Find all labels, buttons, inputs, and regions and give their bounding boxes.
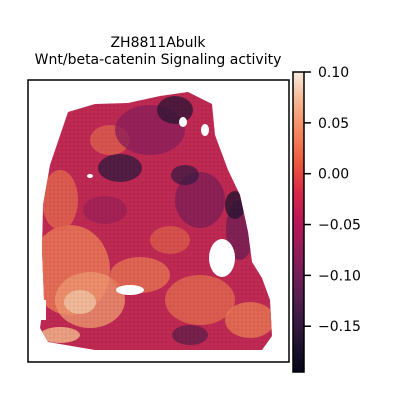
colorbar-tick-label: 0.10 [318, 65, 349, 81]
tissue-notch [36, 300, 46, 320]
colorbar: 0.10 0.05 0.00 −0.05 −0.10 −0.15 [292, 65, 361, 373]
colorbar-tick-label: 0.05 [318, 116, 349, 132]
colorbar-ticks: 0.10 0.05 0.00 −0.05 −0.10 −0.15 [304, 65, 361, 335]
tissue-hole [87, 174, 93, 178]
colorbar-gradient [292, 71, 305, 373]
colorbar-tick-label: 0.00 [318, 167, 349, 183]
tissue-gaps [36, 117, 235, 320]
colorbar-tick-label: −0.05 [318, 218, 361, 234]
tissue-hole [201, 124, 209, 136]
chart-subtitle: Wnt/beta-catenin Signaling activity [35, 52, 282, 68]
tissue-hole [116, 285, 144, 295]
tissue-hole [209, 239, 235, 277]
chart-title: ZH8811Abulk [110, 35, 206, 51]
colorbar-tick-label: −0.10 [318, 268, 361, 284]
tissue-hole [179, 117, 187, 127]
colorbar-tick-label: −0.15 [318, 319, 361, 335]
